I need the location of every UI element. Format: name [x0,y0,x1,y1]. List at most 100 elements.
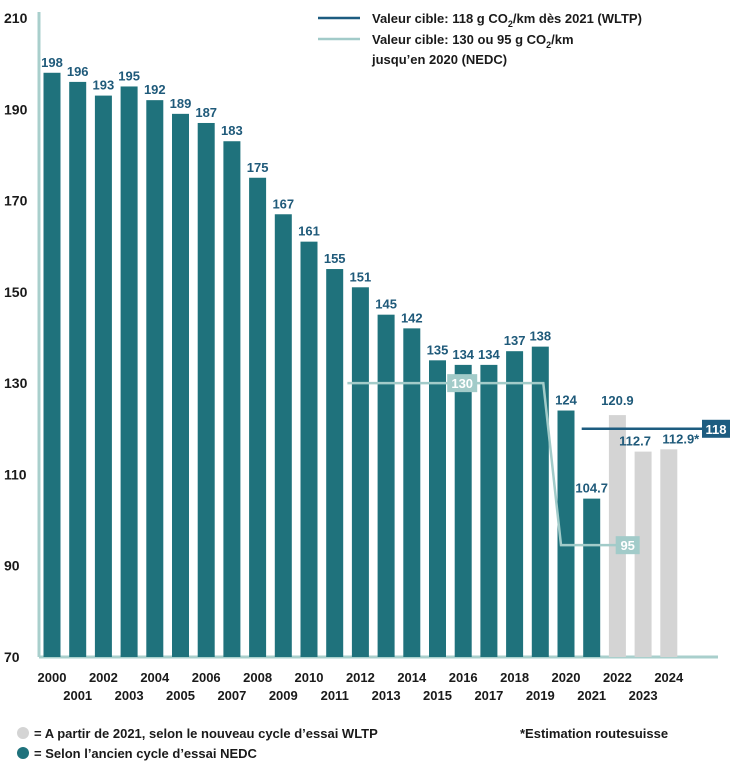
value-label: 198 [41,55,63,70]
x-tick-label: 2006 [192,670,221,685]
x-tick-label: 2003 [115,688,144,703]
wltp-bar [660,449,678,657]
nedc-bar [506,351,524,657]
nedc-bar [531,346,549,657]
value-label: 145 [375,297,397,312]
x-tick-label: 2007 [217,688,246,703]
value-label: 135 [427,342,449,357]
nedc-bar [480,364,498,657]
value-label: 104.7 [575,481,608,496]
wltp-note: = A partir de 2021, selon le nouveau cyc… [34,726,378,741]
value-label: 112.7 [619,434,651,449]
wltp-target-badge [702,419,730,438]
value-label: 189 [170,96,192,111]
nedc-bar [249,177,267,657]
nedc-bar [583,498,601,657]
value-label: 195 [118,68,140,83]
nedc-bar [69,81,87,657]
value-label: 175 [247,160,269,175]
value-label: 151 [350,269,372,284]
value-label: 142 [401,310,423,325]
value-label: 196 [67,64,89,79]
nedc-bar [377,314,395,657]
x-tick-label: 2019 [526,688,555,703]
legend-nedc-label-line2: jusqu’en 2020 (NEDC) [371,52,507,67]
nedc-bar [403,328,421,657]
value-label: 155 [324,251,346,266]
value-label: 112.9* [662,431,700,446]
nedc-target-line [347,381,622,547]
wltp-bar [634,451,652,657]
y-tick-label: 150 [4,284,28,300]
nedc-bar [43,72,61,658]
nedc-target-label-95: 95 [620,538,634,553]
nedc-bar [274,214,292,657]
x-tick-label: 2001 [63,688,92,703]
nedc-bar [300,241,318,657]
x-tick-label: 2020 [552,670,581,685]
x-tick-label: 2011 [321,688,349,703]
value-label: 134 [452,347,474,362]
value-label: 192 [144,82,166,97]
x-tick-label: 2009 [269,688,298,703]
y-tick-label: 70 [4,649,20,665]
nedc-bar [351,287,369,657]
value-label: 120.9 [601,393,634,408]
value-label: 161 [298,224,320,239]
wltp-target-label: 118 [706,422,727,437]
nedc-bar [146,100,164,657]
x-tick-label: 2005 [166,688,195,703]
x-tick-label: 2004 [140,670,170,685]
x-tick-label: 2016 [449,670,478,685]
estimate-note: *Estimation routesuisse [520,726,668,741]
x-tick-label: 2010 [295,670,324,685]
nedc-bar [429,360,446,657]
nedc-bar [223,141,241,657]
x-tick-label: 2017 [474,688,503,703]
footnotes: = A partir de 2021, selon le nouveau cyc… [17,726,668,761]
y-tick-label: 190 [4,101,28,117]
nedc-bar [197,122,215,657]
y-tick-label: 210 [4,10,28,26]
nedc-bar [326,269,344,657]
wltp-bar [608,415,626,657]
x-tick-label: 2021 [577,688,606,703]
y-tick-label: 130 [4,375,28,391]
value-label: 137 [504,333,526,348]
nedc-note-dot [17,747,29,759]
nedc-bar [454,364,472,657]
y-tick-label: 170 [4,193,28,209]
x-tick-label: 2015 [423,688,452,703]
y-tick-label: 90 [4,558,20,574]
nedc-bar [120,86,138,657]
x-tick-label: 2014 [397,670,427,685]
target-lines: 118 130 95 [347,374,730,555]
x-tick-label: 2022 [603,670,632,685]
axes: 70 90 110 130 150 170 190 210 2000 2001 2002 2003 20… [4,10,718,703]
nedc-bar [172,113,189,658]
value-label: 167 [272,196,294,211]
legend: Valeur cible: 118 g CO2/km dès 2021 (WLT… [318,11,642,67]
wltp-note-dot [17,727,29,739]
x-tick-label: 2012 [346,670,375,685]
y-tick-label: 110 [4,466,27,482]
bars [43,72,678,658]
value-labels: 1981961931951921891871831751671611551511… [41,55,700,496]
value-label: 193 [93,78,115,93]
x-tick-label: 2008 [243,670,272,685]
nedc-target-label-130: 130 [451,376,473,391]
x-tick-label: 2000 [38,670,67,685]
nedc-target-badge-95 [615,536,640,555]
value-label: 138 [529,329,551,344]
x-tick-label: 2023 [629,688,658,703]
value-label: 187 [195,105,217,120]
x-tick-label: 2002 [89,670,118,685]
x-tick-label: 2018 [500,670,529,685]
value-label: 124 [555,393,577,408]
value-label: 183 [221,123,243,138]
legend-nedc-label: Valeur cible: 130 ou 95 g CO2/km [372,32,574,50]
x-tick-label: 2024 [654,670,684,685]
nedc-bar [94,95,112,658]
nedc-note: = Selon l’ancien cycle d’essai NEDC [34,746,258,761]
